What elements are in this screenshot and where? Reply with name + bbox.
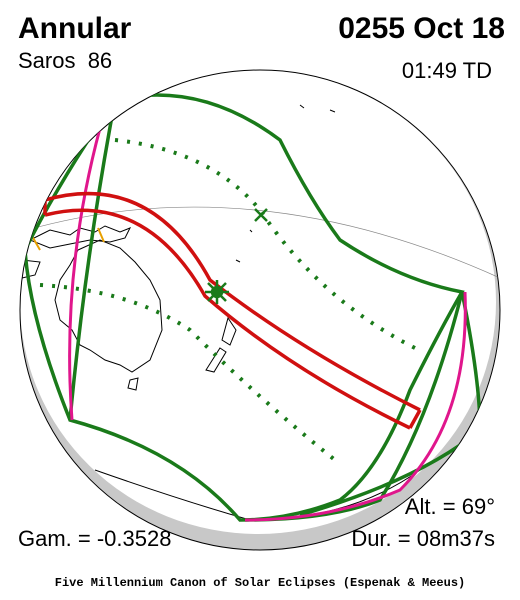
annular-limit-south [44,208,411,430]
saros: Saros 86 [18,48,112,73]
annular-limit-north [44,191,421,412]
tasmania-coast [127,377,139,391]
new-guinea-coast [28,225,132,249]
subsolar-point [254,208,268,222]
map-content [20,93,500,522]
credit: Five Millennium Canon of Solar Eclipses … [55,576,465,590]
australia-coast [54,239,163,373]
duration: Dur. = 08m37s [351,526,495,551]
rise-set-curve-east [244,291,467,522]
greatest-eclipse-star [205,280,229,304]
penumbra-limit-west [68,99,117,421]
eclipse-type: Annular [18,12,132,45]
gamma: Gam. = -0.3528 [18,526,171,551]
altitude: Alt. = 69° [405,494,495,519]
small-islands [235,104,336,263]
globe-day [20,70,496,534]
eclipse-time: 01:49 TD [402,58,492,83]
penumbra-outline [23,93,465,522]
globe-outline [19,69,501,551]
partial-line-north [114,138,416,350]
new-zealand-coast [205,316,237,373]
partial-line-south [39,283,337,462]
sunrise-sunset-marks [31,149,479,451]
eclipse-date: 0255 Oct 18 [338,12,505,45]
rise-set-curve-west [68,99,110,421]
